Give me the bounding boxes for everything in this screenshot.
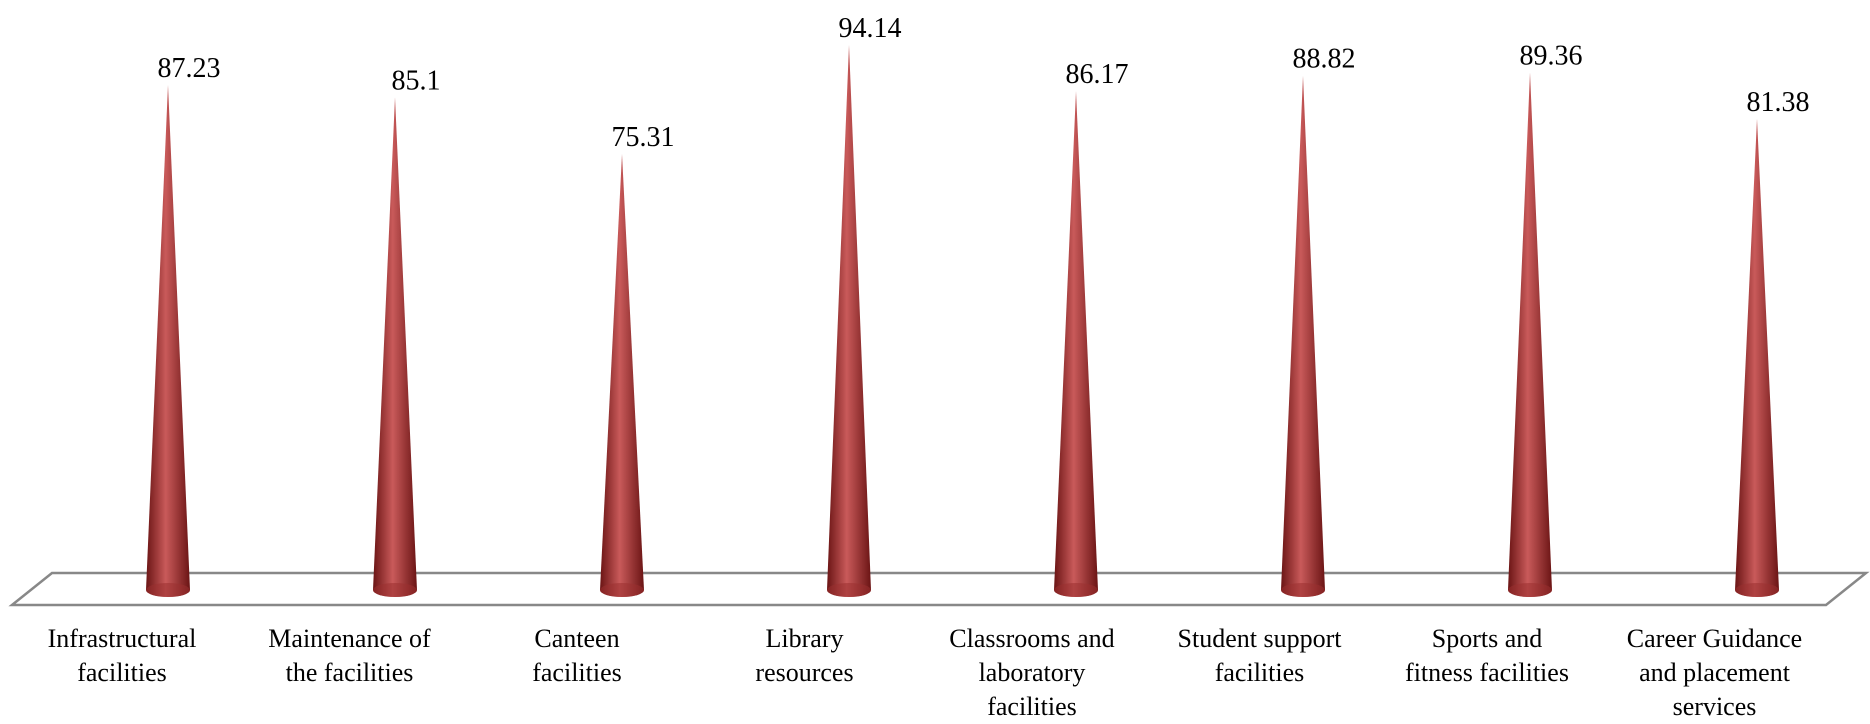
cone-bar-body (1054, 91, 1098, 598)
cone-bar-base (600, 583, 644, 597)
category-label-line: services (1672, 692, 1757, 721)
category-label-line: Library (765, 624, 844, 653)
category-label-line: Career Guidance (1626, 624, 1803, 653)
category-label: Classrooms and laboratory facilities (922, 622, 1142, 724)
category-label: Library resources (695, 622, 915, 690)
value-label: 88.82 (1293, 44, 1356, 75)
category-label-line: Student support (1177, 624, 1342, 653)
cone-bar (1281, 75, 1325, 598)
category-label: Maintenance of the facilities (240, 622, 460, 690)
value-label: 75.31 (612, 122, 675, 153)
cone-bar-base (1054, 583, 1098, 597)
value-label: 87.23 (158, 53, 221, 84)
cone-bar (1508, 72, 1552, 598)
cone-bar-body (1735, 118, 1779, 597)
cone-bar (1054, 91, 1098, 598)
cone-bar-base (1735, 583, 1779, 597)
cone-bar-base (146, 583, 190, 597)
cone-bar (1735, 118, 1779, 597)
category-label: Student support facilities (1150, 622, 1370, 690)
category-label-line: Classrooms and (949, 624, 1115, 653)
cone-bar (600, 153, 644, 598)
category-label-line: Sports and (1431, 624, 1543, 653)
value-label: 86.17 (1066, 59, 1129, 90)
value-label: 85.1 (392, 65, 441, 96)
cone-bar (827, 44, 871, 598)
cone-bar-body (1281, 75, 1325, 598)
cone-bar-base (373, 583, 417, 597)
category-label-line: Infrastructural (47, 624, 197, 653)
category-label-line: resources (755, 658, 854, 687)
category-label-line: facilities (77, 658, 167, 687)
category-label-line: facilities (532, 658, 622, 687)
cone-bar-body (373, 97, 417, 598)
chart-floor (8, 571, 1870, 607)
cone-bar-body (827, 44, 871, 598)
category-label-line: Canteen (534, 624, 620, 653)
cone-bar-body (1508, 72, 1552, 598)
category-label-line: the facilities (285, 658, 414, 687)
cone-bar-base (1281, 583, 1325, 597)
category-label-line: and placement (1639, 658, 1790, 687)
cone-bar (373, 97, 417, 598)
category-label: Infrastructural facilities (12, 622, 232, 690)
category-label-line: facilities (987, 692, 1077, 721)
category-label-line: fitness facilities (1405, 658, 1569, 687)
category-label: Career Guidance and placement services (1605, 622, 1825, 724)
category-label-line: laboratory (978, 658, 1086, 687)
cone-bar-base (827, 583, 871, 597)
value-label: 94.14 (839, 13, 902, 44)
cone-bar (146, 84, 190, 598)
cone-bar-body (146, 84, 190, 598)
cone-bar-body (600, 153, 644, 598)
category-label: Canteen facilities (467, 622, 687, 690)
cone-bar-base (1508, 583, 1552, 597)
value-label: 89.36 (1520, 41, 1583, 72)
category-label: Sports and fitness facilities (1377, 622, 1597, 690)
category-label-line: facilities (1214, 658, 1305, 687)
value-label: 81.38 (1747, 87, 1810, 118)
category-label-line: Maintenance of (268, 624, 431, 653)
